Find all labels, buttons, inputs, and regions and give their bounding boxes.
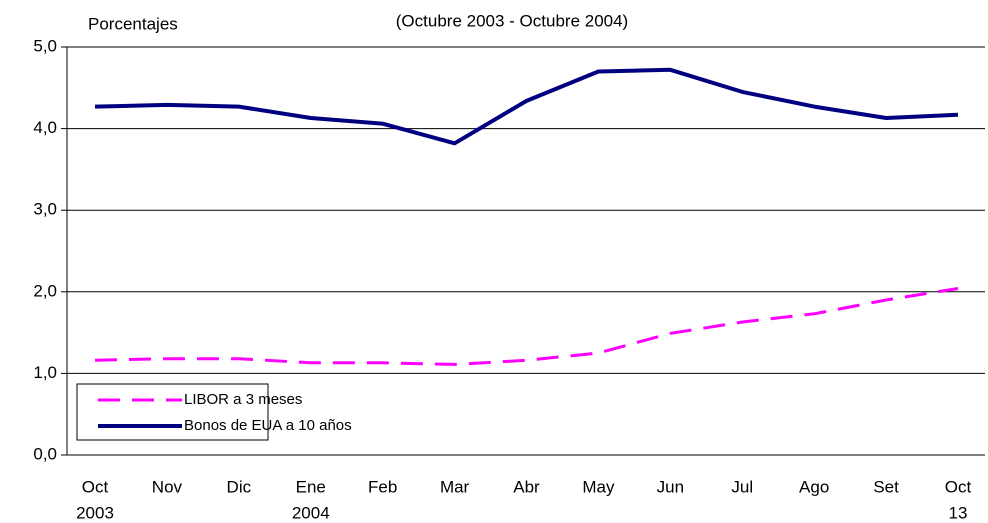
series-line — [94, 287, 959, 366]
y-tick-label: 2,0 — [33, 281, 57, 300]
x-tick-label: Nov — [152, 477, 183, 496]
y-tick-label: 3,0 — [33, 200, 57, 219]
x-tick-label: Jul — [731, 477, 753, 496]
y-axis-label: Porcentajes — [88, 14, 178, 33]
y-tick-label: 0,0 — [33, 444, 57, 463]
x-tick-label: Jun — [657, 477, 684, 496]
x-tick-label: May — [582, 477, 615, 496]
x-tick-label: Oct — [945, 477, 972, 496]
chart-title: (Octubre 2003 - Octubre 2004) — [396, 11, 628, 30]
x-tick-label: Ene — [296, 477, 326, 496]
legend-box — [76, 383, 269, 441]
legend-label: Bonos de EUA a 10 años — [184, 417, 352, 434]
x-tick-sublabel: 13 — [949, 503, 968, 522]
x-tick-label: Dic — [227, 477, 252, 496]
x-tick-label: Abr — [513, 477, 540, 496]
x-tick-label: Feb — [368, 477, 397, 496]
x-tick-sublabel: 2003 — [76, 503, 114, 522]
x-tick-label: Mar — [440, 477, 470, 496]
legend-label: LIBOR a 3 meses — [184, 391, 302, 408]
y-tick-label: 5,0 — [33, 36, 57, 55]
y-tick-label: 4,0 — [33, 118, 57, 137]
x-tick-sublabel: 2004 — [292, 503, 330, 522]
series-line — [94, 67, 959, 146]
x-tick-label: Set — [873, 477, 899, 496]
x-tick-label: Oct — [82, 477, 109, 496]
y-tick-label: 1,0 — [33, 363, 57, 382]
x-tick-label: Ago — [799, 477, 829, 496]
